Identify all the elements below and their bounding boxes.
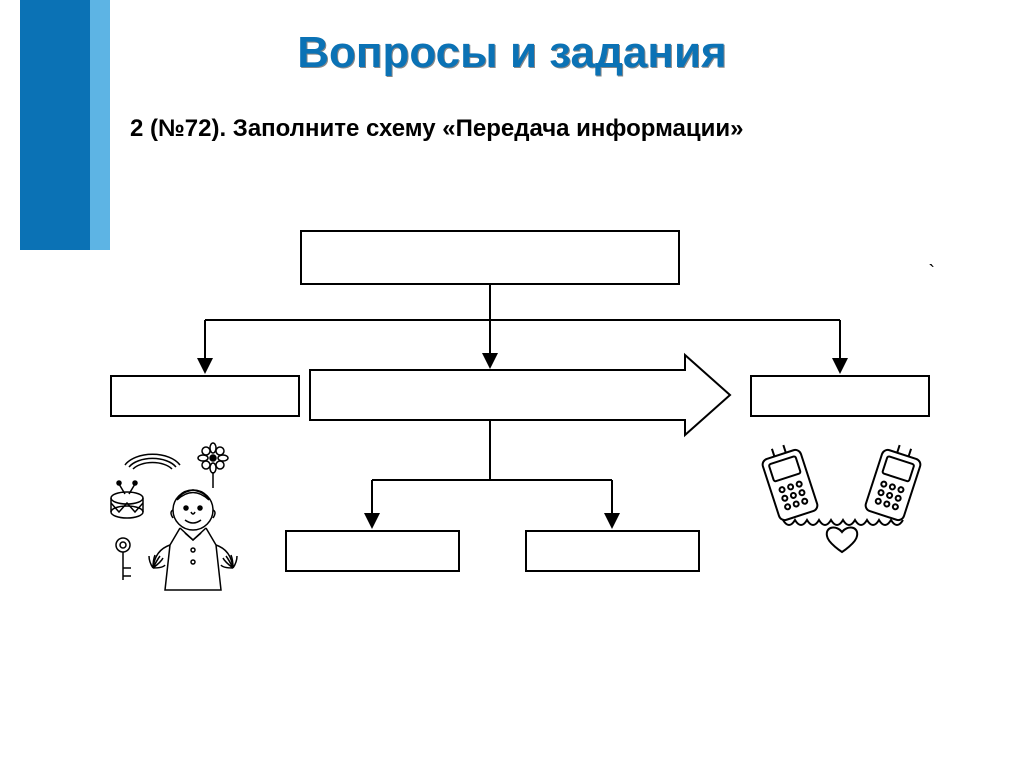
slide-subtitle: 2 (№72). Заполните схему «Передача инфор… bbox=[130, 115, 743, 143]
tick-mark-icon: ` bbox=[928, 262, 935, 285]
information-transfer-diagram: ` bbox=[110, 210, 940, 630]
diagram-box-top bbox=[300, 230, 680, 285]
diagram-box-right bbox=[750, 375, 930, 417]
phones-illustration-icon bbox=[745, 440, 945, 580]
child-illustration-icon bbox=[105, 440, 280, 600]
diagram-box-left bbox=[110, 375, 300, 417]
diagram-box-bottom-1 bbox=[285, 530, 460, 572]
slide-title: Вопросы и задания bbox=[0, 28, 1024, 78]
diagram-box-bottom-2 bbox=[525, 530, 700, 572]
